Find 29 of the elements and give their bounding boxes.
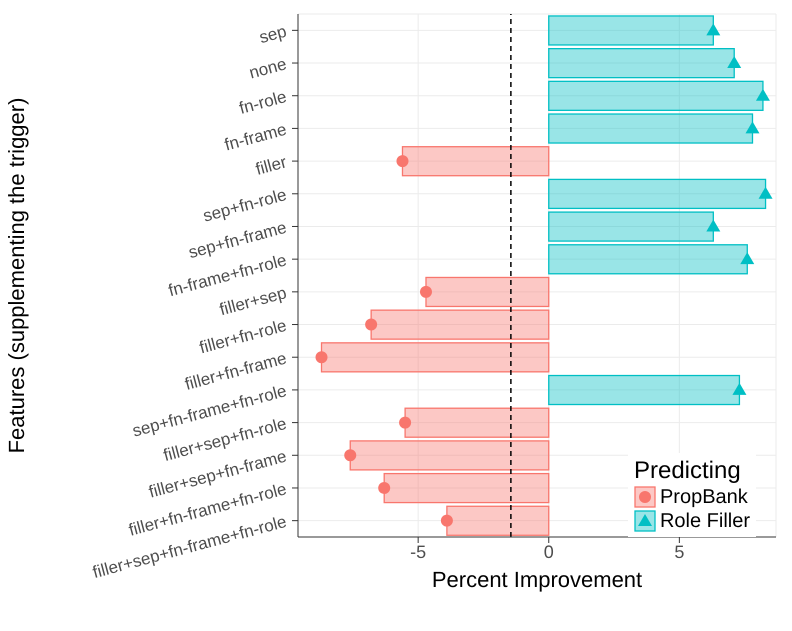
- point: [756, 88, 770, 101]
- x-tick-label: 5: [674, 542, 684, 562]
- legend-label: PropBank: [660, 486, 748, 508]
- x-tick-label: 0: [544, 542, 554, 562]
- y-axis-title: Features (supplementing the trigger): [4, 98, 29, 454]
- point: [732, 382, 746, 395]
- point: [316, 351, 328, 364]
- point: [706, 23, 720, 36]
- y-tick-label: sep: [257, 22, 289, 48]
- y-tick-label: none: [247, 54, 289, 82]
- point: [745, 121, 760, 134]
- point: [706, 219, 720, 232]
- point: [365, 318, 378, 331]
- point: [396, 155, 408, 168]
- point: [740, 252, 754, 264]
- point: [758, 186, 773, 199]
- point: [344, 449, 356, 462]
- legend-title: Predicting: [634, 457, 742, 485]
- y-tick-label: fn-role: [237, 87, 289, 118]
- y-tick-label: fn-frame: [222, 120, 289, 154]
- point: [727, 56, 742, 68]
- point: [440, 514, 453, 527]
- legend-label: Role Filler: [660, 510, 750, 532]
- y-tick-label: filler: [254, 152, 289, 179]
- x-axis-title: Percent Improvement: [432, 567, 642, 592]
- x-tick-label: -5: [410, 542, 426, 562]
- point: [378, 482, 390, 494]
- point: [420, 286, 432, 298]
- point: [399, 416, 412, 429]
